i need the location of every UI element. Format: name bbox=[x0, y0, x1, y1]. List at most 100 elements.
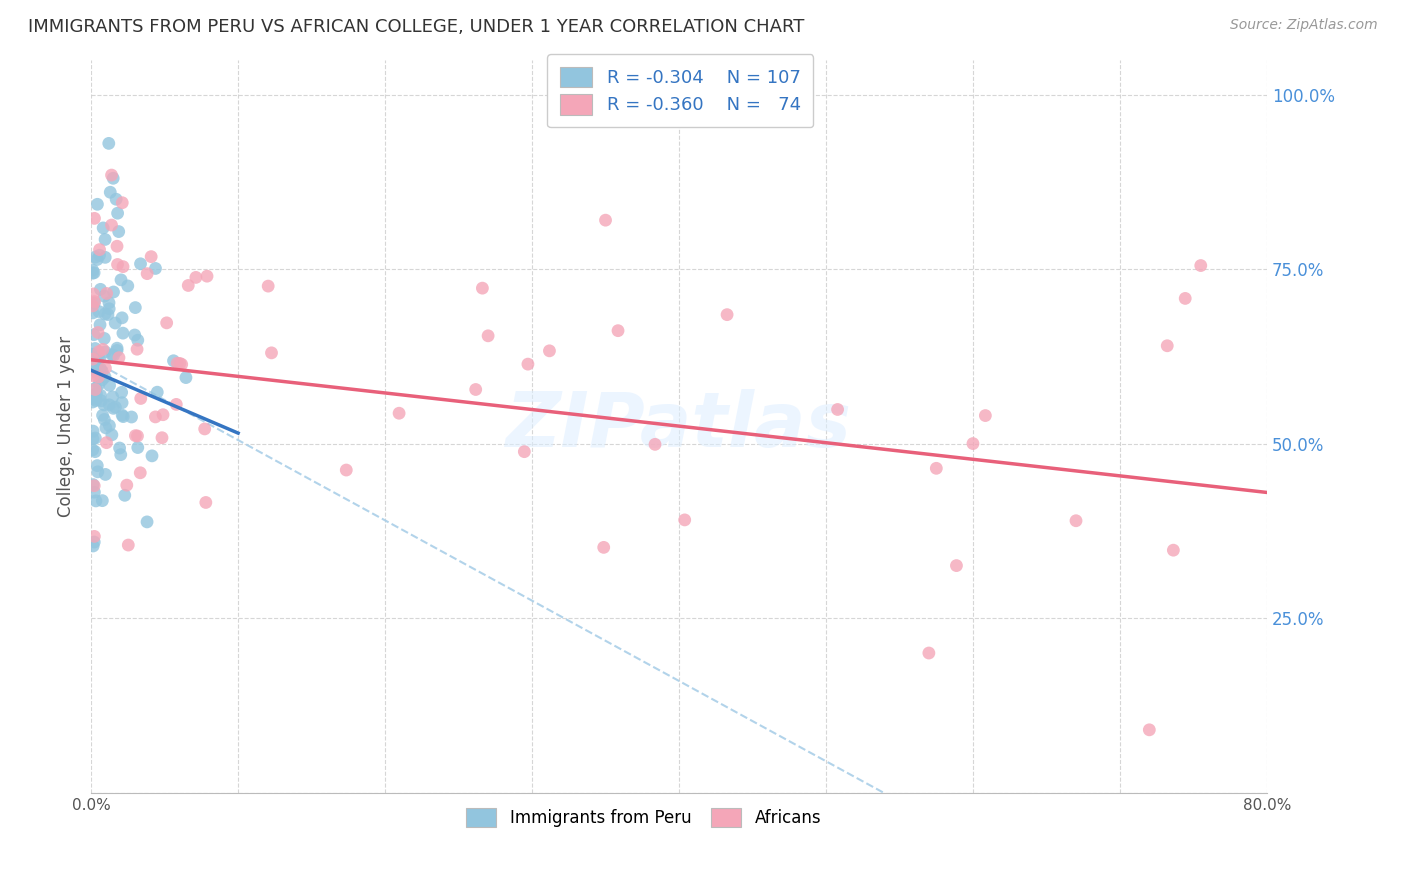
Point bbox=[87, 377, 110, 392]
Point bbox=[260, 346, 283, 360]
Point bbox=[83, 485, 105, 500]
Point bbox=[388, 406, 411, 420]
Point bbox=[117, 538, 139, 552]
Point bbox=[194, 495, 217, 509]
Point bbox=[91, 409, 114, 423]
Point bbox=[644, 437, 666, 451]
Point bbox=[1189, 259, 1212, 273]
Point bbox=[194, 422, 217, 436]
Point bbox=[110, 448, 132, 462]
Point bbox=[117, 279, 139, 293]
Point bbox=[105, 341, 128, 355]
Point bbox=[82, 368, 104, 383]
Point bbox=[112, 409, 135, 424]
Point bbox=[82, 432, 104, 446]
Point bbox=[184, 270, 207, 285]
Point bbox=[111, 385, 134, 400]
Point bbox=[83, 479, 105, 493]
Point bbox=[103, 401, 125, 416]
Point bbox=[125, 342, 148, 356]
Y-axis label: College, Under 1 year: College, Under 1 year bbox=[58, 335, 75, 516]
Point bbox=[104, 316, 127, 330]
Point bbox=[1174, 292, 1197, 306]
Point bbox=[111, 395, 134, 409]
Point bbox=[91, 493, 114, 508]
Point bbox=[94, 467, 117, 482]
Point bbox=[89, 361, 111, 376]
Point bbox=[82, 299, 104, 313]
Point bbox=[112, 260, 135, 274]
Point bbox=[94, 361, 117, 376]
Point bbox=[98, 186, 121, 200]
Point bbox=[146, 385, 169, 400]
Point bbox=[83, 529, 105, 543]
Point bbox=[82, 263, 104, 277]
Point bbox=[145, 261, 167, 276]
Point bbox=[87, 326, 110, 340]
Point bbox=[141, 250, 163, 264]
Point bbox=[136, 515, 159, 529]
Point bbox=[97, 308, 120, 322]
Point bbox=[86, 252, 108, 267]
Point bbox=[83, 296, 105, 310]
Point bbox=[89, 282, 111, 296]
Point bbox=[592, 541, 614, 555]
Legend: Immigrants from Peru, Africans: Immigrants from Peru, Africans bbox=[458, 800, 830, 836]
Point bbox=[84, 444, 107, 458]
Point bbox=[82, 347, 104, 361]
Point bbox=[471, 281, 494, 295]
Point bbox=[96, 435, 118, 450]
Point bbox=[82, 442, 104, 457]
Point bbox=[595, 213, 617, 227]
Point bbox=[87, 344, 110, 359]
Point bbox=[127, 333, 149, 347]
Point bbox=[84, 342, 107, 356]
Point bbox=[82, 388, 104, 402]
Point bbox=[124, 428, 146, 442]
Point bbox=[716, 308, 738, 322]
Point bbox=[169, 356, 191, 370]
Point bbox=[89, 351, 111, 366]
Point bbox=[1163, 543, 1185, 558]
Point bbox=[101, 427, 124, 442]
Point bbox=[98, 418, 121, 433]
Point bbox=[945, 558, 967, 573]
Point bbox=[98, 398, 121, 412]
Point bbox=[98, 295, 121, 310]
Point bbox=[108, 351, 131, 365]
Point bbox=[84, 431, 107, 445]
Point bbox=[82, 424, 104, 438]
Point bbox=[111, 408, 134, 422]
Point bbox=[925, 461, 948, 475]
Point bbox=[84, 383, 107, 397]
Point bbox=[94, 251, 117, 265]
Point bbox=[170, 358, 193, 372]
Point bbox=[111, 310, 134, 325]
Point bbox=[121, 409, 143, 424]
Point bbox=[98, 301, 121, 316]
Point bbox=[84, 250, 107, 264]
Point bbox=[127, 441, 149, 455]
Point bbox=[98, 378, 121, 392]
Point bbox=[257, 279, 280, 293]
Point bbox=[513, 444, 536, 458]
Point bbox=[477, 328, 499, 343]
Point bbox=[974, 409, 997, 423]
Point bbox=[82, 391, 104, 405]
Point bbox=[1064, 514, 1087, 528]
Point bbox=[84, 350, 107, 364]
Point bbox=[82, 395, 104, 409]
Point bbox=[111, 195, 134, 210]
Point bbox=[166, 356, 188, 370]
Point bbox=[84, 381, 107, 395]
Point bbox=[86, 458, 108, 473]
Point bbox=[136, 267, 159, 281]
Point bbox=[156, 316, 179, 330]
Point bbox=[129, 257, 152, 271]
Point bbox=[962, 436, 984, 450]
Point bbox=[108, 441, 131, 455]
Point bbox=[100, 218, 122, 232]
Point bbox=[83, 294, 105, 309]
Point bbox=[91, 343, 114, 357]
Point bbox=[1156, 339, 1178, 353]
